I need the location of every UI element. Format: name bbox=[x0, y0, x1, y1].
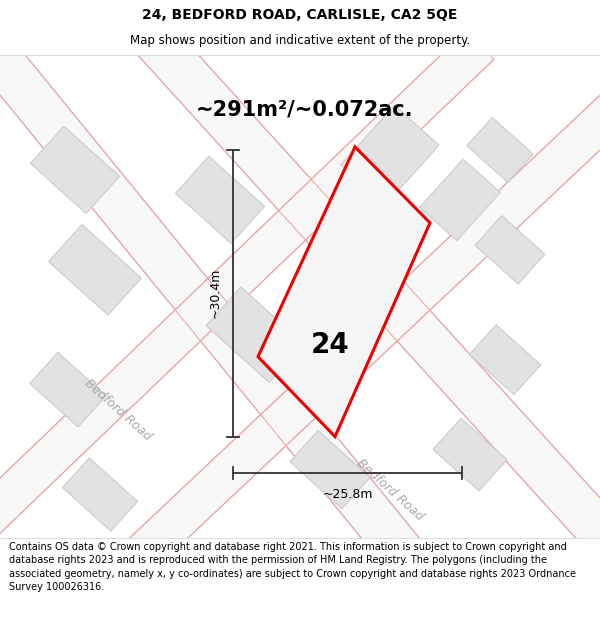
Text: Map shows position and indicative extent of the property.: Map shows position and indicative extent… bbox=[130, 34, 470, 47]
Text: ~291m²/~0.072ac.: ~291m²/~0.072ac. bbox=[196, 100, 414, 120]
Text: Bedford Road: Bedford Road bbox=[82, 376, 154, 443]
Polygon shape bbox=[419, 159, 500, 241]
Polygon shape bbox=[30, 352, 106, 427]
Polygon shape bbox=[62, 458, 137, 531]
Text: ~30.4m: ~30.4m bbox=[209, 268, 221, 319]
Text: Contains OS data © Crown copyright and database right 2021. This information is : Contains OS data © Crown copyright and d… bbox=[9, 542, 576, 592]
Polygon shape bbox=[469, 325, 541, 394]
Polygon shape bbox=[106, 71, 600, 589]
Polygon shape bbox=[341, 105, 439, 204]
Polygon shape bbox=[258, 147, 430, 437]
Text: Bedford Road: Bedford Road bbox=[354, 456, 426, 523]
Polygon shape bbox=[31, 126, 119, 214]
Text: 24: 24 bbox=[311, 331, 349, 359]
Polygon shape bbox=[433, 418, 507, 491]
Text: 24, BEDFORD ROAD, CARLISLE, CA2 5QE: 24, BEDFORD ROAD, CARLISLE, CA2 5QE bbox=[142, 8, 458, 22]
Polygon shape bbox=[49, 224, 142, 315]
Polygon shape bbox=[290, 431, 370, 509]
Polygon shape bbox=[0, 31, 494, 549]
Polygon shape bbox=[467, 118, 533, 182]
Polygon shape bbox=[475, 216, 545, 284]
Polygon shape bbox=[206, 287, 304, 382]
Polygon shape bbox=[175, 156, 265, 244]
Polygon shape bbox=[133, 20, 600, 579]
Polygon shape bbox=[0, 21, 437, 589]
Text: ~25.8m: ~25.8m bbox=[322, 488, 373, 501]
